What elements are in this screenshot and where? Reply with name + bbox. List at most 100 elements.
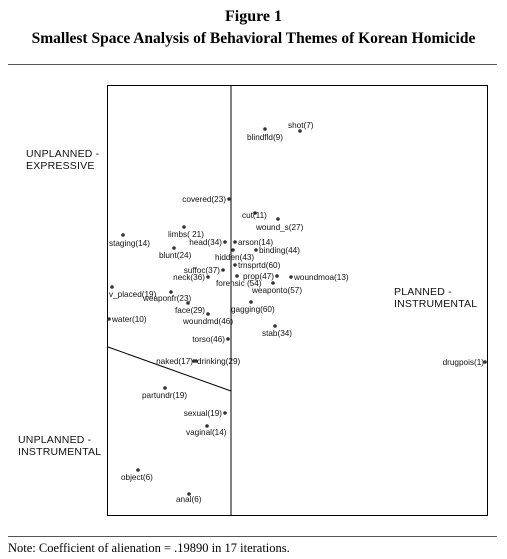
data-point: wound_s(27) <box>255 217 304 232</box>
data-point: stab(34) <box>262 324 292 338</box>
point-label: staging(14) <box>109 239 150 248</box>
data-point: covered(23) <box>182 195 231 204</box>
data-point: hidden(43) <box>215 248 254 262</box>
data-point: suffoc(37) <box>184 266 225 275</box>
data-point: woundmd(46) <box>182 312 233 326</box>
data-point: binding(44) <box>254 246 300 255</box>
point-marker <box>221 268 225 272</box>
data-point: object(6) <box>121 468 153 482</box>
point-marker <box>110 285 114 289</box>
point-marker <box>271 281 275 285</box>
data-point: face(29) <box>175 301 205 315</box>
point-label: weaponto(57) <box>251 286 302 295</box>
data-point: water(10) <box>107 315 147 324</box>
point-marker <box>194 359 198 363</box>
point-marker <box>187 492 191 496</box>
data-point: trnsprtd(60) <box>233 261 281 270</box>
point-marker <box>163 386 167 390</box>
point-marker <box>233 263 237 267</box>
point-marker <box>172 246 176 250</box>
point-marker <box>182 225 186 229</box>
point-label: stab(34) <box>262 329 292 338</box>
data-point: shot(7) <box>288 121 314 133</box>
figure-title: Smallest Space Analysis of Behavioral Th… <box>31 30 476 47</box>
point-marker <box>136 468 140 472</box>
point-marker <box>254 248 258 252</box>
point-marker <box>206 275 210 279</box>
point-label: arson(14) <box>238 238 273 247</box>
point-label: drinking(29) <box>197 357 241 366</box>
data-point: woundmoa(13) <box>289 273 349 282</box>
top-rule <box>8 64 497 65</box>
point-marker <box>206 312 210 316</box>
data-point: sexual(19) <box>184 409 227 418</box>
plot-frame <box>107 85 488 516</box>
region-line: INSTRUMENTAL <box>18 446 102 458</box>
point-marker <box>249 300 253 304</box>
point-label: vaginal(14) <box>186 428 227 437</box>
point-marker <box>289 275 293 279</box>
point-marker <box>275 274 279 278</box>
point-label: naked(17) <box>156 357 193 366</box>
data-point: torso(46) <box>192 335 230 344</box>
bottom-rule <box>8 536 497 537</box>
point-marker <box>233 240 237 244</box>
point-marker <box>107 317 111 321</box>
data-point: staging(14) <box>109 233 150 248</box>
point-label: limbs( 21) <box>168 230 204 239</box>
point-label: water(10) <box>111 315 147 324</box>
point-marker <box>223 411 227 415</box>
region-label-unplanned-expressive: UNPLANNED - EXPRESSIVE <box>26 148 99 172</box>
data-point: partundr(19) <box>142 386 187 400</box>
point-marker <box>205 424 209 428</box>
point-label: head(34) <box>189 238 222 247</box>
data-point: neck(36) <box>173 273 210 282</box>
data-point: v_placed(19) <box>109 285 157 299</box>
data-point: prop(47) <box>243 272 279 281</box>
point-label: binding(44) <box>259 246 300 255</box>
point-marker <box>121 233 125 237</box>
point-label: sexual(19) <box>184 409 223 418</box>
point-marker <box>253 211 257 215</box>
data-point: naked(17) <box>156 357 196 366</box>
point-label: v_placed(19) <box>109 290 157 299</box>
point-label: torso(46) <box>192 335 225 344</box>
point-marker <box>169 290 173 294</box>
point-label: anal(6) <box>176 495 202 504</box>
data-points-layer: shot(7) blindfld(9) covered(23) cut(11) woun… <box>107 121 487 504</box>
point-label: hidden(43) <box>215 253 254 262</box>
region-line: UNPLANNED - <box>18 434 92 446</box>
point-label: weaponfr(23) <box>142 294 192 303</box>
point-marker <box>298 129 302 133</box>
point-label: forensic (54) <box>216 279 262 288</box>
point-marker <box>223 240 227 244</box>
data-point: anal(6) <box>176 492 202 504</box>
data-point: weaponto(57) <box>251 281 302 295</box>
point-label: woundmoa(13) <box>293 273 349 282</box>
data-point: gagging(60) <box>231 300 275 314</box>
point-label: woundmd(46) <box>182 317 233 326</box>
point-label: suffoc(37) <box>184 266 221 275</box>
point-marker <box>227 197 231 201</box>
data-point: head(34) <box>189 238 227 247</box>
data-point: vaginal(14) <box>186 424 227 437</box>
point-label: prop(47) <box>243 272 274 281</box>
point-label: covered(23) <box>182 195 226 204</box>
data-point: drugpois(1) <box>443 358 487 367</box>
region-line: UNPLANNED - <box>26 148 100 160</box>
data-point: drinking(29) <box>194 357 241 366</box>
point-marker <box>483 360 487 364</box>
point-marker <box>186 301 190 305</box>
point-label: blunt(24) <box>159 251 192 260</box>
point-label: trnsprtd(60) <box>238 261 281 270</box>
data-point: cut(11) <box>242 211 267 220</box>
data-point: arson(14) <box>233 238 273 247</box>
partition-line-diagonal <box>107 346 232 392</box>
data-point: blunt(24) <box>159 246 192 260</box>
point-label: wound_s(27) <box>255 223 304 232</box>
point-label: shot(7) <box>288 121 314 130</box>
region-line: INSTRUMENTAL <box>394 298 478 310</box>
point-label: drugpois(1) <box>443 358 485 367</box>
region-line: EXPRESSIVE <box>26 160 95 172</box>
